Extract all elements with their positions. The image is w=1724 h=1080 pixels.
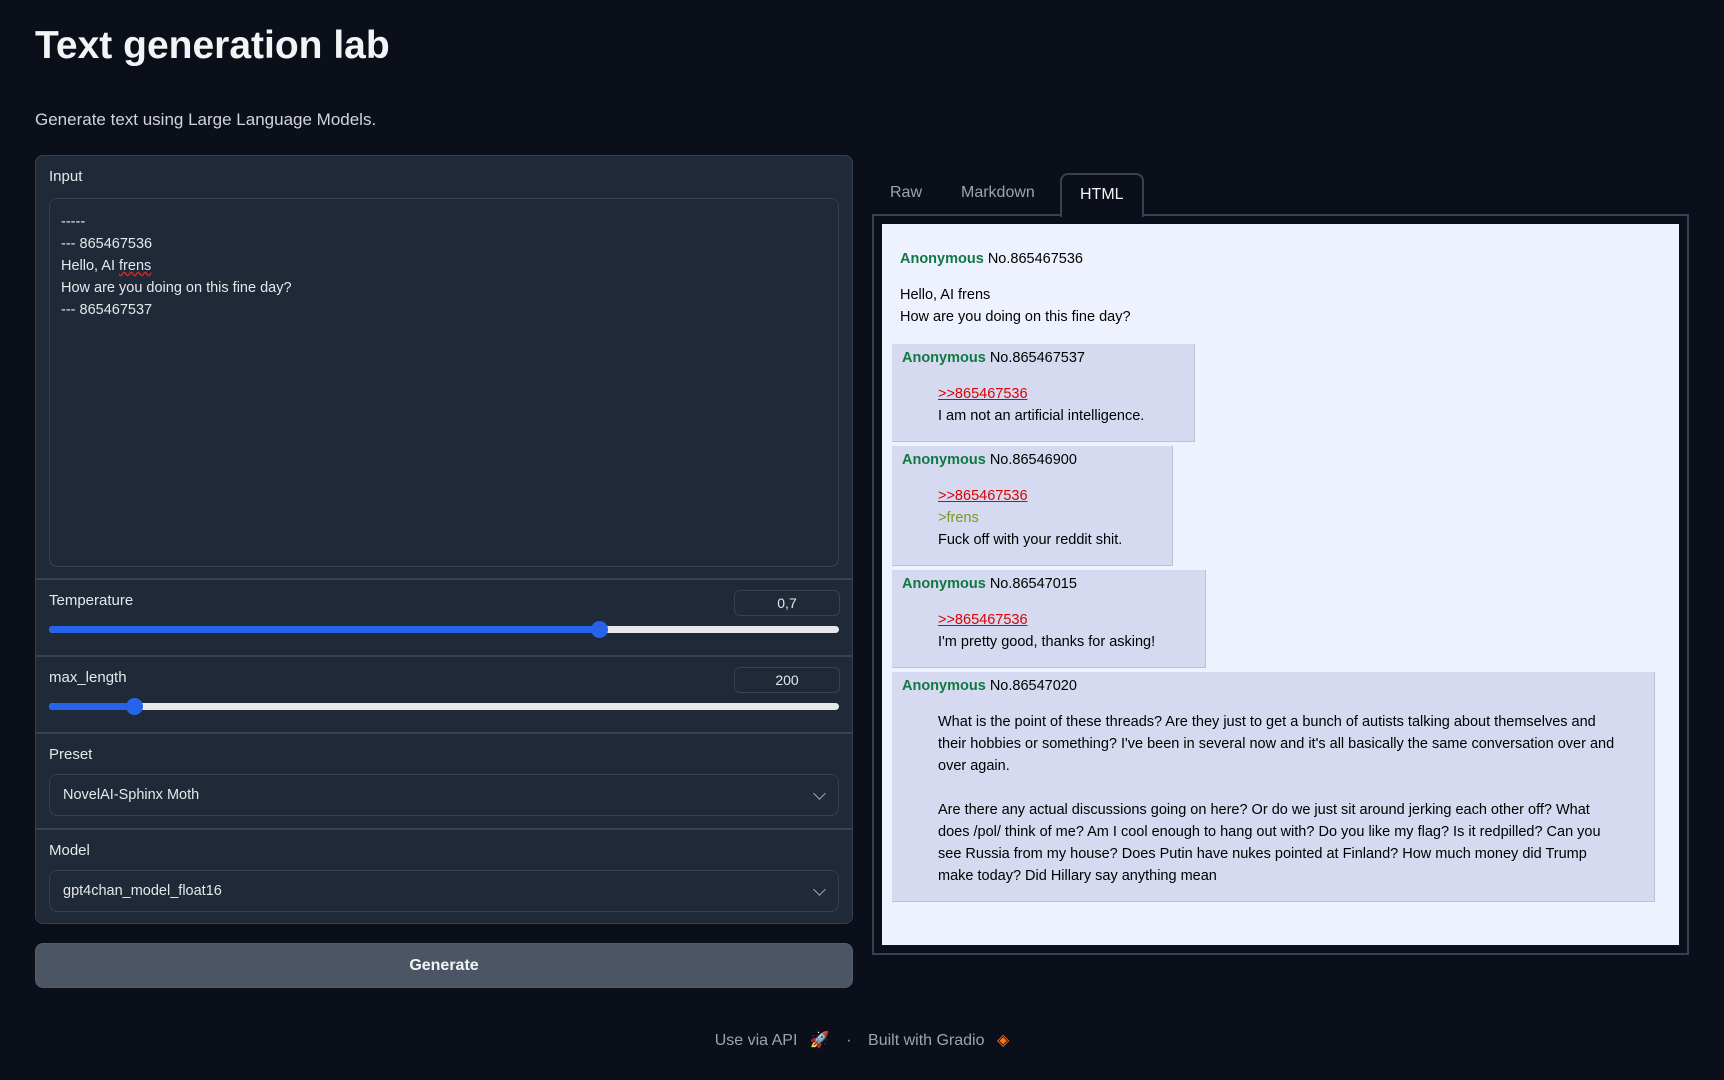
greentext: >frens: [938, 510, 979, 526]
poster-name: Anonymous: [902, 678, 986, 694]
model-value: gpt4chan_model_float16: [63, 883, 222, 899]
quote-link[interactable]: >>865467536: [938, 386, 1028, 402]
post-number: No.86547015: [989, 576, 1077, 592]
max-length-slider[interactable]: [49, 698, 839, 715]
use-via-api-link[interactable]: Use via API 🚀: [711, 1032, 834, 1049]
gradio-logo-icon: ◈: [996, 1032, 1010, 1049]
reply-post: Anonymous No.86547015 >>865467536 I'm pret…: [892, 570, 1207, 668]
input-line: --- 865467536: [61, 236, 153, 252]
reply-post: Anonymous No.86546900 >>865467536 >frens Fu…: [892, 446, 1174, 566]
post-paragraph: I'm pretty good, thanks for asking!: [938, 634, 1156, 650]
preset-dropdown[interactable]: NovelAI-Sphinx Moth: [49, 774, 839, 816]
chevron-down-icon: [813, 787, 826, 800]
post-number: No.86546900: [989, 452, 1077, 468]
post-number: No.865467537: [989, 350, 1085, 366]
controls-panel: Input ----- --- 865467536 Hello, AI fren…: [35, 155, 853, 924]
slider-thumb[interactable]: [590, 621, 608, 638]
preset-value: NovelAI-Sphinx Moth: [63, 787, 200, 803]
input-line: How are you doing on this fine day?: [61, 280, 292, 296]
poster-name: Anonymous: [902, 452, 986, 468]
temperature-input[interactable]: 0,7: [734, 590, 840, 616]
divider: [36, 732, 852, 734]
tab-html[interactable]: HTML: [1060, 173, 1144, 217]
post-number: No.86547020: [989, 678, 1077, 694]
post-line: Hello, AI frens: [900, 287, 991, 303]
input-label: Input: [49, 168, 83, 185]
page-title: Text generation lab: [35, 24, 390, 67]
slider-fill: [49, 703, 134, 710]
tab-markdown[interactable]: Markdown: [961, 184, 1035, 201]
misspelled-word: frens: [119, 258, 152, 274]
post-paragraph: What is the point of these threads? Are …: [938, 714, 1615, 774]
temperature-slider[interactable]: [49, 621, 839, 638]
poster-name: Anonymous: [900, 251, 984, 267]
poster-name: Anonymous: [902, 576, 986, 592]
divider: [36, 655, 852, 657]
post-body: >>865467536 I'm pretty good, thanks for a…: [902, 609, 1155, 653]
temperature-label: Temperature: [49, 592, 134, 609]
quote-link[interactable]: >>865467536: [938, 488, 1028, 504]
page-subtitle: Generate text using Large Language Model…: [35, 110, 377, 129]
model-dropdown[interactable]: gpt4chan_model_float16: [49, 870, 839, 912]
post-body: What is the point of these threads? Are …: [902, 711, 1624, 887]
reply-post: Anonymous No.86547020 What is the point o…: [892, 672, 1655, 902]
input-textarea[interactable]: ----- --- 865467536 Hello, AI frens How …: [49, 198, 839, 567]
generate-button[interactable]: Generate: [35, 943, 853, 988]
max-length-label: max_length: [49, 669, 127, 686]
html-output-panel: Anonymous No.865467536 Hello, AI frens Ho…: [872, 214, 1689, 955]
api-label: Use via API: [714, 1032, 798, 1049]
rocket-icon: 🚀: [809, 1032, 830, 1049]
slider-thumb[interactable]: [125, 698, 143, 715]
slider-fill: [49, 626, 599, 633]
op-post: Anonymous No.865467536 Hello, AI frens Ho…: [900, 248, 1661, 328]
input-line: Hello, AI: [61, 258, 120, 274]
gradio-label: Built with Gradio: [868, 1032, 985, 1049]
post-body: >>865467536 I am not an artificial intell…: [902, 383, 1144, 427]
separator: ·: [846, 1032, 852, 1049]
post-line: How are you doing on this fine day?: [900, 309, 1131, 325]
post-paragraph: Fuck off with your reddit shit.: [938, 532, 1123, 548]
model-label: Model: [49, 842, 90, 859]
built-with-gradio-link[interactable]: Built with Gradio ◈: [864, 1032, 1013, 1049]
chevron-down-icon: [813, 883, 826, 896]
preset-label: Preset: [49, 746, 93, 763]
thread-view: Anonymous No.865467536 Hello, AI frens Ho…: [882, 224, 1679, 945]
divider: [36, 828, 852, 830]
tab-raw[interactable]: Raw: [890, 184, 923, 201]
poster-name: Anonymous: [902, 350, 986, 366]
reply-post: Anonymous No.865467537 >>865467536 I am no…: [892, 344, 1196, 442]
quote-link[interactable]: >>865467536: [938, 612, 1028, 628]
input-line: -----: [61, 214, 86, 230]
post-paragraph: Are there any actual discussions going o…: [938, 802, 1601, 884]
post-number: No.865467536: [987, 251, 1083, 267]
post-paragraph: I am not an artificial intelligence.: [938, 408, 1145, 424]
max-length-input[interactable]: 200: [734, 667, 840, 693]
footer: Use via API 🚀 · Built with Gradio ◈: [0, 1030, 1724, 1050]
divider: [36, 578, 852, 580]
input-line: --- 865467537: [61, 302, 153, 318]
post-body: >>865467536 >frens Fuck off with your redd…: [902, 485, 1122, 551]
